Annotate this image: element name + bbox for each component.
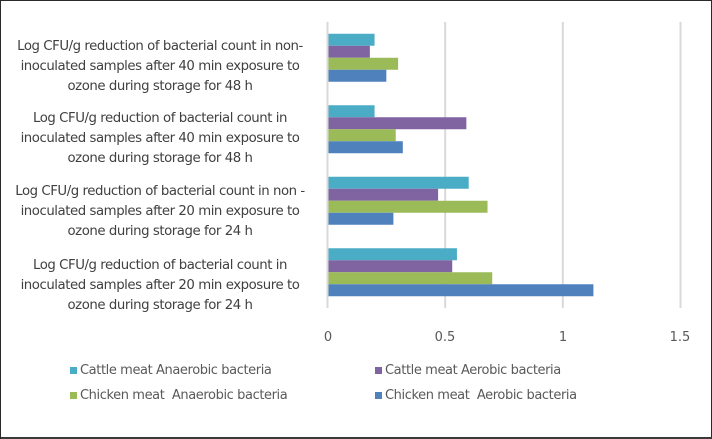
legend-swatch <box>375 367 382 374</box>
legend-item-chicken-anaerobic: Chicken meat Anaerobic bacteria <box>70 388 288 403</box>
bar <box>328 141 403 154</box>
legend-label: Chicken meat Aerobic bacteria <box>385 388 577 403</box>
legend-item-cattle-aerobic: Cattle meat Aerobic bacteria <box>375 363 561 378</box>
x-tick-label: 0.5 <box>434 330 456 345</box>
legend-swatch <box>70 392 77 399</box>
bar <box>328 105 375 118</box>
legend-swatch <box>375 392 382 399</box>
x-tick-label: 1.5 <box>669 330 691 345</box>
bar <box>328 33 375 46</box>
bar <box>328 260 453 273</box>
legend-label: Chicken meat Anaerobic bacteria <box>80 388 288 403</box>
bar <box>328 57 399 70</box>
category-label: Log CFU/g reduction of bacterial count i… <box>20 111 300 166</box>
bar <box>328 284 594 297</box>
category-label: Log CFU/g reduction of bacterial count i… <box>17 39 303 94</box>
bar <box>328 176 469 189</box>
x-tick-label: 1 <box>558 330 568 345</box>
bar <box>328 248 457 261</box>
legend-label: Cattle meat Aerobic bacteria <box>385 363 561 378</box>
bar <box>328 212 394 225</box>
bar <box>328 200 488 213</box>
bar <box>328 129 396 142</box>
legend-label: Cattle meat Anaerobic bacteria <box>80 363 272 378</box>
category-label: Log CFU/g reduction of bacterial count i… <box>20 258 300 313</box>
bar <box>328 117 467 130</box>
bar <box>328 45 370 58</box>
legend-item-chicken-aerobic: Chicken meat Aerobic bacteria <box>375 388 577 403</box>
legend-item-cattle-anaerobic: Cattle meat Anaerobic bacteria <box>70 363 272 378</box>
bar <box>328 188 439 201</box>
legend-swatch <box>70 367 77 374</box>
category-label: Log CFU/g reduction of bacterial count i… <box>15 184 305 239</box>
bar <box>328 69 387 82</box>
x-tick-label: 0 <box>323 330 333 345</box>
bar <box>328 272 493 285</box>
